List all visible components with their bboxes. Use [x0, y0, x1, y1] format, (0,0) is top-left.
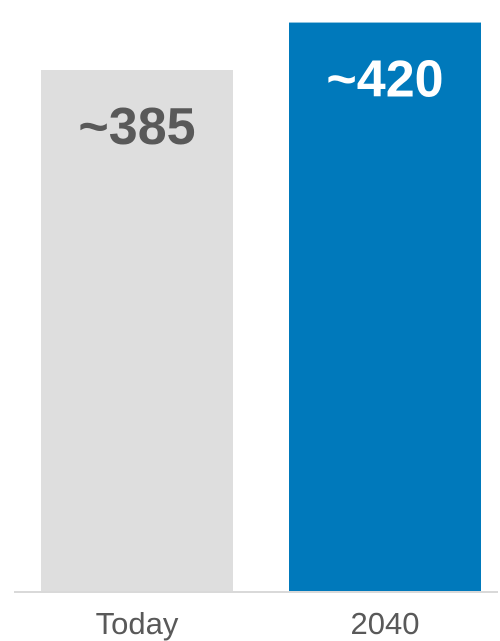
x-tick-label-today: Today	[96, 606, 179, 641]
bar-today	[41, 70, 233, 593]
x-tick-labels-layer: Today 2040	[96, 606, 420, 641]
x-tick-label-2040: 2040	[351, 606, 420, 641]
value-label-today: ~385	[78, 98, 195, 156]
value-labels-layer: ~385 ~420	[78, 51, 443, 156]
bars-layer	[41, 22, 481, 593]
bar-2040	[289, 22, 481, 592]
value-label-2040: ~420	[326, 51, 443, 109]
